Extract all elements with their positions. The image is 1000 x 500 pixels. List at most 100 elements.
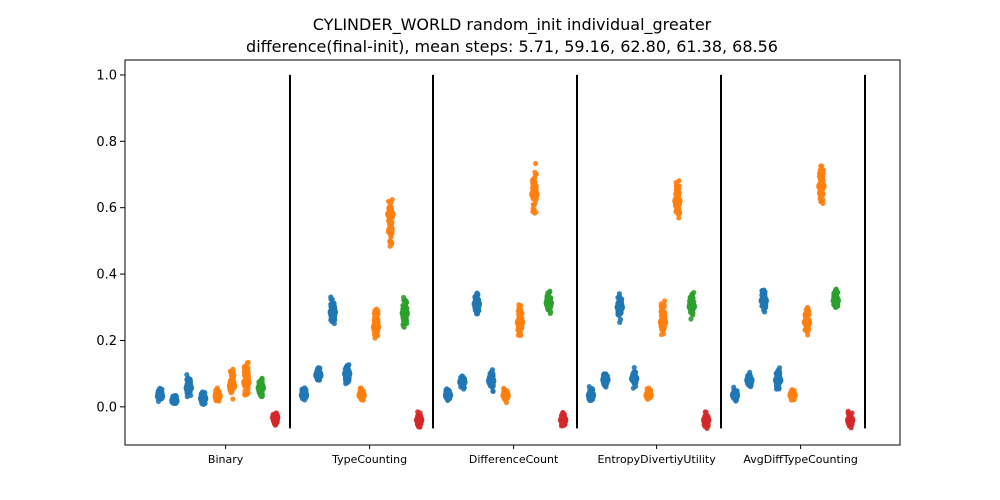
data-point bbox=[820, 197, 826, 203]
data-point bbox=[616, 293, 623, 299]
strip-mean-marker bbox=[212, 391, 223, 402]
strip-mean-marker bbox=[169, 395, 180, 407]
data-point bbox=[674, 207, 680, 213]
data-point bbox=[230, 374, 236, 380]
strip-mean-marker bbox=[414, 414, 425, 426]
data-point bbox=[388, 241, 395, 247]
data-point bbox=[515, 332, 522, 338]
strip-mean-marker bbox=[657, 316, 669, 328]
strip-mean-marker bbox=[758, 295, 769, 306]
strip-mean-marker bbox=[500, 390, 511, 401]
data-point bbox=[820, 170, 826, 177]
strip-mean-marker bbox=[787, 390, 798, 401]
data-point bbox=[489, 367, 496, 373]
strip-mean-marker bbox=[255, 382, 266, 394]
data-point bbox=[533, 171, 539, 177]
data-point bbox=[258, 377, 264, 383]
data-point bbox=[257, 392, 264, 398]
data-point bbox=[490, 388, 496, 394]
data-point bbox=[731, 384, 737, 390]
data-point bbox=[516, 302, 522, 308]
data-point bbox=[415, 424, 422, 430]
y-tick-label: 0.8 bbox=[96, 135, 117, 150]
strip-mean-marker bbox=[744, 375, 755, 386]
data-point bbox=[660, 331, 667, 337]
data-point bbox=[245, 359, 251, 366]
data-point bbox=[388, 234, 394, 240]
strip-mean-marker bbox=[643, 390, 654, 401]
strip-mean-marker bbox=[442, 390, 454, 401]
chart-title: CYLINDER_WORLD random_init individual_gr… bbox=[313, 15, 712, 35]
strip-mean-marker bbox=[486, 375, 497, 387]
x-category-label: Binary bbox=[208, 453, 244, 466]
axes-layer: 0.0 0.2 0.4 0.6 0.8 1.0 Binary TypeCounting Diff… bbox=[96, 68, 866, 466]
data-point bbox=[661, 298, 668, 304]
data-point bbox=[660, 310, 666, 316]
data-point bbox=[245, 373, 251, 379]
strip-mean-marker bbox=[801, 316, 813, 328]
data-point bbox=[387, 227, 394, 233]
strip-mean-marker bbox=[686, 301, 697, 312]
x-category-label: DifferenceCount bbox=[469, 453, 559, 466]
data-point bbox=[530, 177, 536, 183]
data-point bbox=[230, 370, 236, 376]
strip-mean-marker bbox=[773, 375, 784, 386]
data-point bbox=[386, 221, 393, 228]
data-point bbox=[241, 363, 248, 370]
strip-mean-marker bbox=[845, 414, 856, 426]
y-tick-label: 0.4 bbox=[96, 268, 117, 283]
data-point bbox=[805, 332, 811, 338]
strip-mean-marker bbox=[729, 390, 741, 401]
data-point bbox=[676, 215, 682, 221]
data-point bbox=[474, 294, 480, 300]
strip-mean-marker bbox=[327, 307, 338, 318]
marks-layer bbox=[154, 160, 856, 431]
data-point bbox=[328, 301, 334, 307]
strip-mean-marker bbox=[471, 298, 482, 310]
data-point bbox=[818, 163, 824, 169]
data-point bbox=[673, 179, 679, 186]
data-point bbox=[404, 317, 410, 324]
data-point bbox=[373, 332, 379, 338]
strip-mean-marker bbox=[198, 393, 209, 404]
chart-subtitle: difference(final-init), mean steps: 5.71… bbox=[246, 37, 778, 56]
strip-mean-marker bbox=[585, 390, 597, 401]
y-tick-label: 0.0 bbox=[96, 400, 117, 415]
y-tick-label: 0.2 bbox=[96, 334, 117, 349]
strip-mean-marker bbox=[342, 368, 353, 379]
data-point bbox=[487, 371, 493, 377]
strip-mean-marker bbox=[701, 414, 712, 426]
data-point bbox=[401, 297, 407, 303]
data-point bbox=[517, 308, 523, 314]
data-point bbox=[631, 365, 637, 371]
strip-mean-marker bbox=[226, 381, 238, 392]
data-point bbox=[817, 167, 823, 173]
strip-mean-marker bbox=[816, 180, 827, 192]
data-point bbox=[400, 323, 406, 329]
strip-mean-marker bbox=[241, 377, 252, 388]
strip-mean-marker bbox=[830, 295, 841, 306]
strip-mean-marker bbox=[270, 412, 281, 423]
data-point bbox=[230, 396, 236, 402]
data-point bbox=[762, 304, 769, 311]
strip-mean-marker bbox=[614, 302, 625, 313]
strip-mean-marker bbox=[529, 189, 540, 200]
strip-mean-marker bbox=[356, 390, 367, 401]
data-point bbox=[476, 308, 482, 314]
data-point bbox=[833, 286, 839, 292]
strip-mean-marker bbox=[558, 414, 569, 426]
data-point bbox=[343, 381, 349, 387]
strip-mean-marker bbox=[313, 370, 324, 381]
x-category-label: TypeCounting bbox=[331, 453, 407, 466]
data-point bbox=[831, 290, 838, 296]
strip-mean-marker bbox=[629, 373, 640, 384]
data-point bbox=[244, 391, 250, 398]
data-point bbox=[775, 368, 781, 374]
strip-mean-marker bbox=[370, 321, 382, 333]
data-point bbox=[820, 191, 826, 197]
data-point bbox=[518, 313, 524, 319]
plot-frame bbox=[124, 59, 901, 446]
